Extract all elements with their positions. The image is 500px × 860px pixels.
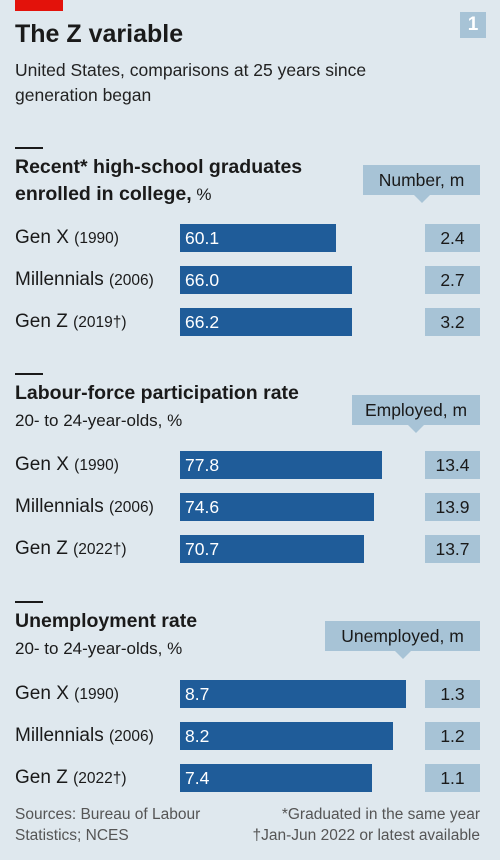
category-label: Gen Z (2022†): [15, 536, 127, 563]
chart-subtitle: United States, comparisons at 25 years s…: [15, 60, 367, 105]
panel-subtitle: 20- to 24-year-olds, %: [15, 411, 183, 430]
category-name: Gen Z: [15, 538, 74, 559]
side-column-label: Number, m: [363, 165, 480, 203]
category-year: (2022†): [73, 770, 127, 787]
panel-subtitle: 20- to 24-year-olds, %: [15, 639, 183, 658]
category-label: Gen Z (2019†): [15, 309, 127, 336]
side-value: 13.9: [425, 493, 480, 521]
bar-row: Millennials (2006) 8.2 1.2: [0, 722, 500, 750]
bar-value-label: 77.8: [185, 455, 220, 475]
bar-row: Millennials (2006) 74.6 13.9: [0, 493, 500, 521]
bar-row: Gen X (1990) 60.1 2.4: [0, 224, 500, 252]
bar: [180, 308, 352, 336]
side-value: 1.3: [425, 680, 480, 708]
bar: [180, 224, 336, 252]
side-value: 2.4: [425, 224, 480, 252]
footer-notes: *Graduated in the same year †Jan-Jun 202…: [220, 804, 480, 846]
side-value: 13.4: [425, 451, 480, 479]
category-year: (2019†): [73, 314, 127, 331]
bar-value-label: 7.4: [185, 768, 210, 788]
panel-title-unit: %: [191, 185, 212, 204]
category-year: (2006): [108, 499, 154, 516]
bar-row: Gen Z (2022†) 7.4 1.1: [0, 764, 500, 792]
category-name: Millennials: [15, 269, 109, 290]
panel-title-text: Recent* high-school graduates enrolled i…: [15, 156, 303, 205]
bar-row: Gen Z (2022†) 70.7 13.7: [0, 535, 500, 563]
bar-value-label: 74.6: [185, 497, 220, 517]
side-value: 3.2: [425, 308, 480, 336]
category-name: Millennials: [15, 725, 109, 746]
chart-title: The Z variable: [15, 20, 184, 48]
footer-note-graduated: *Graduated in the same year: [281, 806, 480, 823]
panel-title-text: Labour-force participation rate: [15, 382, 299, 404]
chart-panel-3: Unemployment rate 20- to 24-year-olds, % U…: [0, 601, 500, 792]
bar: [180, 535, 364, 563]
bar: [180, 680, 406, 708]
bar-value-label: 66.2: [185, 312, 220, 332]
panel-title: Labour-force participation rate 20- to 24…: [15, 380, 299, 434]
bar: [180, 266, 352, 294]
bar-value-label: 8.7: [185, 684, 210, 704]
category-name: Gen X: [15, 683, 75, 704]
bar: [180, 451, 382, 479]
category-name: Gen X: [15, 227, 75, 248]
category-year: (1990): [74, 457, 119, 474]
brand-tag: [15, 0, 63, 11]
side-value: 1.2: [425, 722, 480, 750]
bar-value-label: 70.7: [185, 539, 220, 559]
category-label: Millennials (2006): [15, 494, 154, 521]
category-label: Gen X (1990): [15, 225, 119, 252]
category-label: Gen Z (2022†): [15, 765, 127, 792]
chart-number-badge: 1: [460, 12, 486, 38]
category-name: Gen Z: [15, 767, 74, 788]
bar-row: Gen X (1990) 77.8 13.4: [0, 451, 500, 479]
bar-row: Millennials (2006) 66.0 2.7: [0, 266, 500, 294]
category-label: Millennials (2006): [15, 723, 154, 750]
bar-row: Gen Z (2019†) 66.2 3.2: [0, 308, 500, 336]
category-name: Gen Z: [15, 311, 74, 332]
bar-value-label: 66.0: [185, 270, 220, 290]
chart-panel-1: Recent* high-school graduates enrolled i…: [0, 147, 500, 337]
section-rule: [15, 601, 43, 603]
bar: [180, 722, 393, 750]
bar: [180, 493, 374, 521]
bar-value-label: 60.1: [185, 228, 220, 248]
category-year: (1990): [74, 686, 119, 703]
side-value: 1.1: [425, 764, 480, 792]
side-column-label: Employed, m: [352, 395, 480, 433]
category-year: (1990): [74, 230, 119, 247]
category-label: Gen X (1990): [15, 681, 119, 708]
category-name: Millennials: [15, 496, 109, 517]
footer-sources: Sources: Bureau of Labour Statistics; NC…: [15, 806, 201, 844]
bar-row: Gen X (1990) 8.7 1.3: [0, 680, 500, 708]
bar: [180, 764, 372, 792]
side-column-label: Unemployed, m: [325, 621, 480, 659]
category-year: (2022†): [73, 541, 127, 558]
bar-value-label: 8.2: [185, 726, 210, 746]
category-label: Millennials (2006): [15, 267, 154, 294]
footer-note-latest: †Jan-Jun 2022 or latest available: [252, 827, 480, 844]
category-label: Gen X (1990): [15, 452, 119, 479]
section-rule: [15, 373, 43, 375]
category-year: (2006): [108, 728, 154, 745]
panel-title-text: Unemployment rate: [15, 610, 198, 632]
panel-title: Recent* high-school graduates enrolled i…: [15, 154, 325, 208]
section-rule: [15, 147, 43, 149]
side-value: 13.7: [425, 535, 480, 563]
side-value: 2.7: [425, 266, 480, 294]
chart-panel-2: Labour-force participation rate 20- to 24…: [0, 373, 500, 563]
category-name: Gen X: [15, 454, 75, 475]
panel-title: Unemployment rate 20- to 24-year-olds, %: [15, 608, 197, 662]
category-year: (2006): [108, 272, 154, 289]
